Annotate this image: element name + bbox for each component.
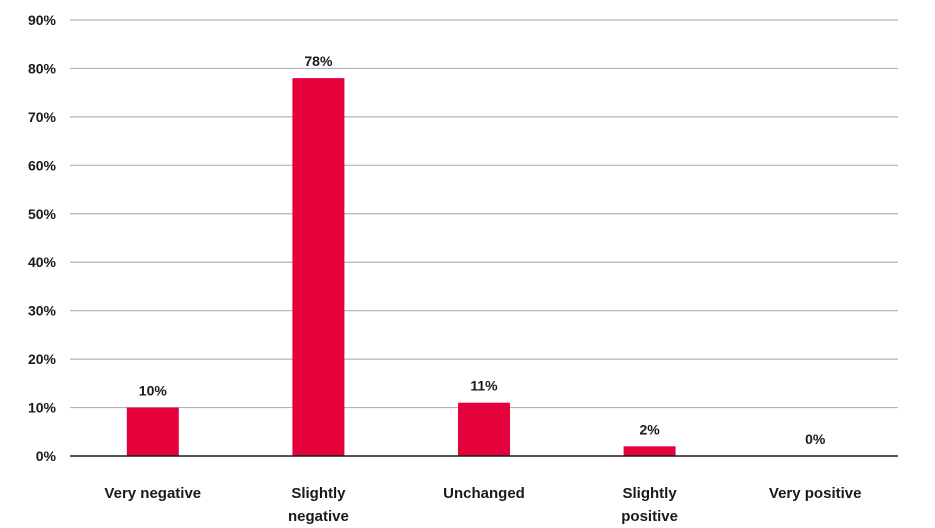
data-label: 11% (470, 378, 498, 394)
y-tick-label: 50% (28, 206, 57, 222)
category-label: Slightly negative (288, 485, 349, 525)
y-tick-label: 20% (28, 351, 57, 367)
category-label-line: Unchanged (443, 485, 525, 502)
category-label: Unchanged (443, 485, 525, 502)
y-tick-label: 80% (28, 60, 57, 76)
x-axis-categories: Very negative Slightly negative Unchanged Sl… (104, 485, 861, 525)
data-label: 2% (639, 421, 660, 437)
category-label: Very positive (769, 485, 862, 502)
category-label-line: positive (621, 508, 678, 525)
y-tick-label: 40% (28, 254, 57, 270)
y-tick-label: 0% (36, 448, 57, 464)
category-label: Slightly positive (621, 485, 678, 525)
y-tick-label: 30% (28, 303, 57, 319)
category-label-line: Very negative (104, 485, 201, 502)
y-tick-label: 10% (28, 400, 57, 416)
data-label: 0% (805, 431, 826, 447)
data-labels: 10% 78% 11% 2% 0% (139, 53, 826, 447)
bar (458, 402, 510, 456)
grid-layer (70, 19, 898, 409)
category-label: Very negative (104, 485, 201, 502)
category-label-line: Very positive (769, 485, 862, 502)
bar (126, 407, 179, 456)
category-label-line: negative (288, 508, 349, 525)
bar (623, 446, 676, 456)
y-axis-ticks: 0% 10% 20% 30% 40% 50% 60% 70% 80% 90% (28, 12, 57, 464)
y-tick-label: 70% (28, 109, 57, 125)
bars (126, 78, 676, 456)
data-label: 10% (139, 383, 168, 399)
bar (292, 78, 345, 456)
category-label-line: Slightly (291, 485, 346, 502)
y-tick-label: 90% (28, 12, 57, 28)
y-tick-label: 60% (28, 157, 57, 173)
data-label: 78% (304, 53, 333, 69)
category-label-line: Slightly (623, 485, 678, 502)
